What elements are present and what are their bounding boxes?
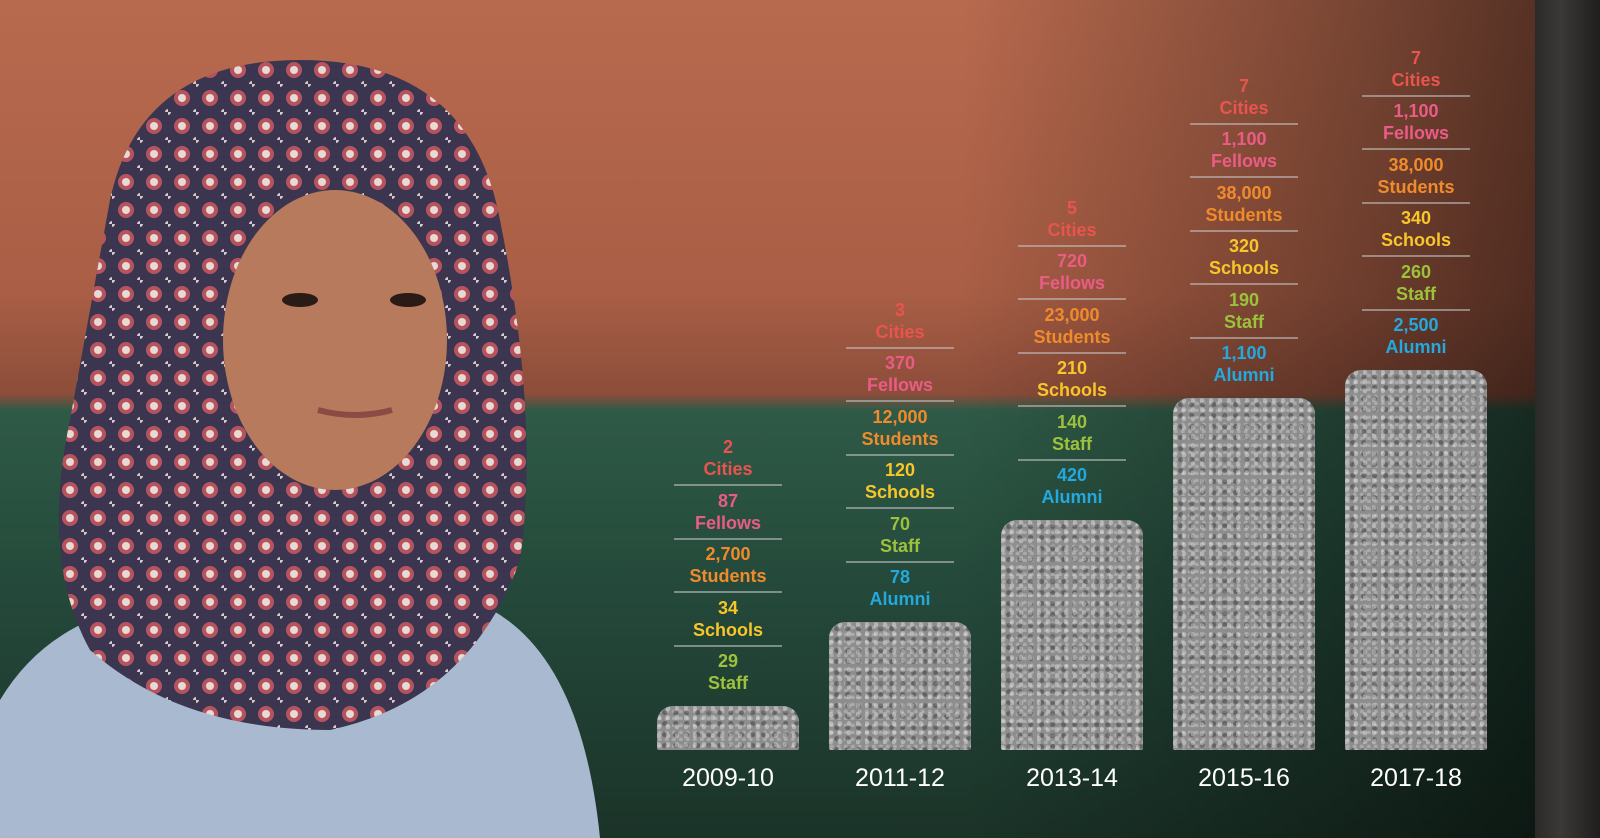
stat-label: Alumni bbox=[869, 589, 931, 609]
stat-label: Staff bbox=[708, 673, 748, 693]
separator bbox=[846, 346, 954, 349]
separator bbox=[1190, 176, 1298, 178]
stat-label: Students bbox=[1377, 176, 1455, 197]
stat-label: Students bbox=[1033, 326, 1111, 347]
stat-value: 87 bbox=[717, 490, 739, 511]
separator bbox=[1362, 201, 1470, 204]
stat-value: 140 bbox=[1056, 411, 1088, 432]
stat-label: Schools bbox=[1036, 380, 1107, 400]
stat-value: 720 bbox=[1056, 251, 1088, 271]
separator bbox=[846, 507, 954, 509]
separator bbox=[674, 537, 782, 540]
year-label: 2015-16 bbox=[1198, 764, 1290, 792]
separator bbox=[674, 644, 782, 647]
separator bbox=[846, 560, 954, 563]
stat-value: 3 bbox=[894, 299, 905, 320]
stat-value: 190 bbox=[1228, 289, 1260, 310]
stat-label: Fellows bbox=[1038, 273, 1105, 293]
stat-label: Staff bbox=[1224, 311, 1264, 332]
stat-value: 23,000 bbox=[1044, 304, 1100, 325]
bar bbox=[1345, 370, 1487, 750]
separator bbox=[1018, 298, 1126, 300]
separator bbox=[1018, 458, 1126, 461]
stat-label: Cities bbox=[875, 321, 925, 342]
stat-label: Alumni bbox=[1385, 337, 1447, 357]
stat-label: Staff bbox=[880, 535, 920, 556]
separator bbox=[1362, 94, 1470, 97]
stat-label: Schools bbox=[1208, 258, 1279, 278]
stat-label: Schools bbox=[1380, 230, 1451, 250]
stat-label: Staff bbox=[1052, 433, 1092, 454]
separator bbox=[674, 484, 782, 486]
stat-value: 12,000 bbox=[872, 406, 928, 427]
stat-label: Cities bbox=[703, 459, 753, 479]
year-label: 2009-10 bbox=[682, 764, 774, 792]
stat-value: 38,000 bbox=[1216, 182, 1272, 203]
stat-value: 1,100 bbox=[1393, 101, 1439, 121]
stat-label: Schools bbox=[692, 619, 763, 640]
stat-value: 7 bbox=[1238, 75, 1249, 96]
stat-value: 260 bbox=[1400, 261, 1432, 282]
separator bbox=[1362, 255, 1470, 257]
stat-value: 38,000 bbox=[1388, 154, 1444, 175]
separator bbox=[1362, 148, 1470, 150]
separator bbox=[1190, 283, 1298, 285]
stat-label: Students bbox=[1205, 204, 1283, 225]
stat-label: Alumni bbox=[1041, 487, 1103, 507]
stat-value: 120 bbox=[884, 460, 916, 480]
stat-label: Alumni bbox=[1213, 365, 1275, 385]
separator bbox=[1018, 351, 1126, 354]
stat-value: 2 bbox=[722, 437, 733, 457]
separator bbox=[674, 591, 782, 593]
stat-label: Cities bbox=[1047, 219, 1097, 240]
year-label: 2011-12 bbox=[855, 764, 945, 792]
stat-label: Fellows bbox=[1210, 151, 1277, 171]
stat-value: 29 bbox=[717, 651, 739, 671]
bar bbox=[1173, 398, 1315, 750]
bar bbox=[1001, 520, 1143, 750]
wall-edge bbox=[1535, 0, 1600, 838]
stat-label: Fellows bbox=[694, 512, 761, 533]
separator bbox=[1190, 122, 1298, 125]
year-label: 2017-18 bbox=[1370, 764, 1462, 792]
stat-value: 210 bbox=[1056, 358, 1088, 378]
stat-value: 1,100 bbox=[1221, 343, 1267, 363]
separator bbox=[1362, 308, 1470, 311]
stat-value: 7 bbox=[1410, 47, 1421, 68]
year-label: 2013-14 bbox=[1026, 764, 1118, 792]
stat-label: Fellows bbox=[1382, 123, 1449, 143]
stat-value: 320 bbox=[1228, 236, 1260, 256]
stat-label: Fellows bbox=[866, 375, 933, 395]
stat-value: 34 bbox=[717, 597, 739, 618]
separator bbox=[1018, 244, 1126, 247]
stat-value: 2,700 bbox=[705, 544, 751, 564]
stat-label: Cities bbox=[1219, 97, 1269, 118]
stat-value: 420 bbox=[1056, 465, 1088, 485]
separator bbox=[846, 453, 954, 456]
separator bbox=[846, 400, 954, 402]
separator bbox=[1190, 229, 1298, 232]
stat-value: 340 bbox=[1400, 208, 1432, 228]
stat-value: 78 bbox=[889, 567, 911, 587]
stat-value: 2,500 bbox=[1393, 315, 1439, 335]
bar bbox=[657, 706, 799, 750]
stat-value: 370 bbox=[884, 353, 916, 373]
separator bbox=[1190, 336, 1298, 339]
stat-value: 70 bbox=[889, 513, 911, 534]
stat-value: 1,100 bbox=[1221, 129, 1267, 149]
stat-label: Schools bbox=[864, 482, 935, 502]
stat-label: Students bbox=[861, 428, 939, 449]
stat-label: Students bbox=[689, 566, 767, 586]
stat-value: 5 bbox=[1066, 197, 1077, 218]
stat-label: Staff bbox=[1396, 283, 1436, 304]
separator bbox=[1018, 405, 1126, 407]
bar bbox=[829, 622, 971, 750]
stat-label: Cities bbox=[1391, 69, 1441, 90]
